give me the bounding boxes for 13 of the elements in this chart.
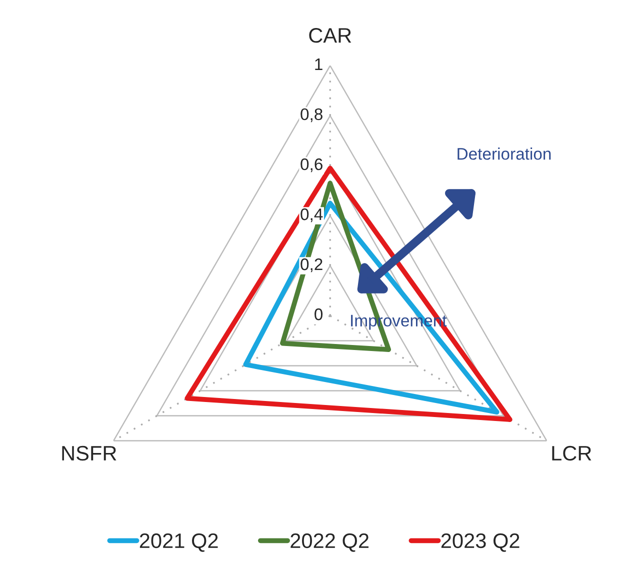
spoke-label: NSFR — [62, 446, 116, 461]
y-tick-label: 0 — [314, 308, 323, 320]
spoke-label: LCR — [552, 446, 592, 461]
y-tick-label: 0,6 — [300, 158, 322, 172]
y-tick-label: 0,4 — [300, 208, 323, 222]
legend-label: 2021 Q2 — [140, 533, 218, 552]
legend-label: 2023 Q2 — [441, 533, 520, 552]
y-tick-label: 1 — [315, 58, 322, 70]
legend-label: 2022 Q2 — [290, 533, 369, 552]
y-tick-label: 0,8 — [300, 108, 322, 122]
text: Deterioration — [458, 148, 551, 160]
y-tick-label: 0,2 — [300, 258, 322, 272]
spoke-label: CAR — [309, 28, 352, 43]
